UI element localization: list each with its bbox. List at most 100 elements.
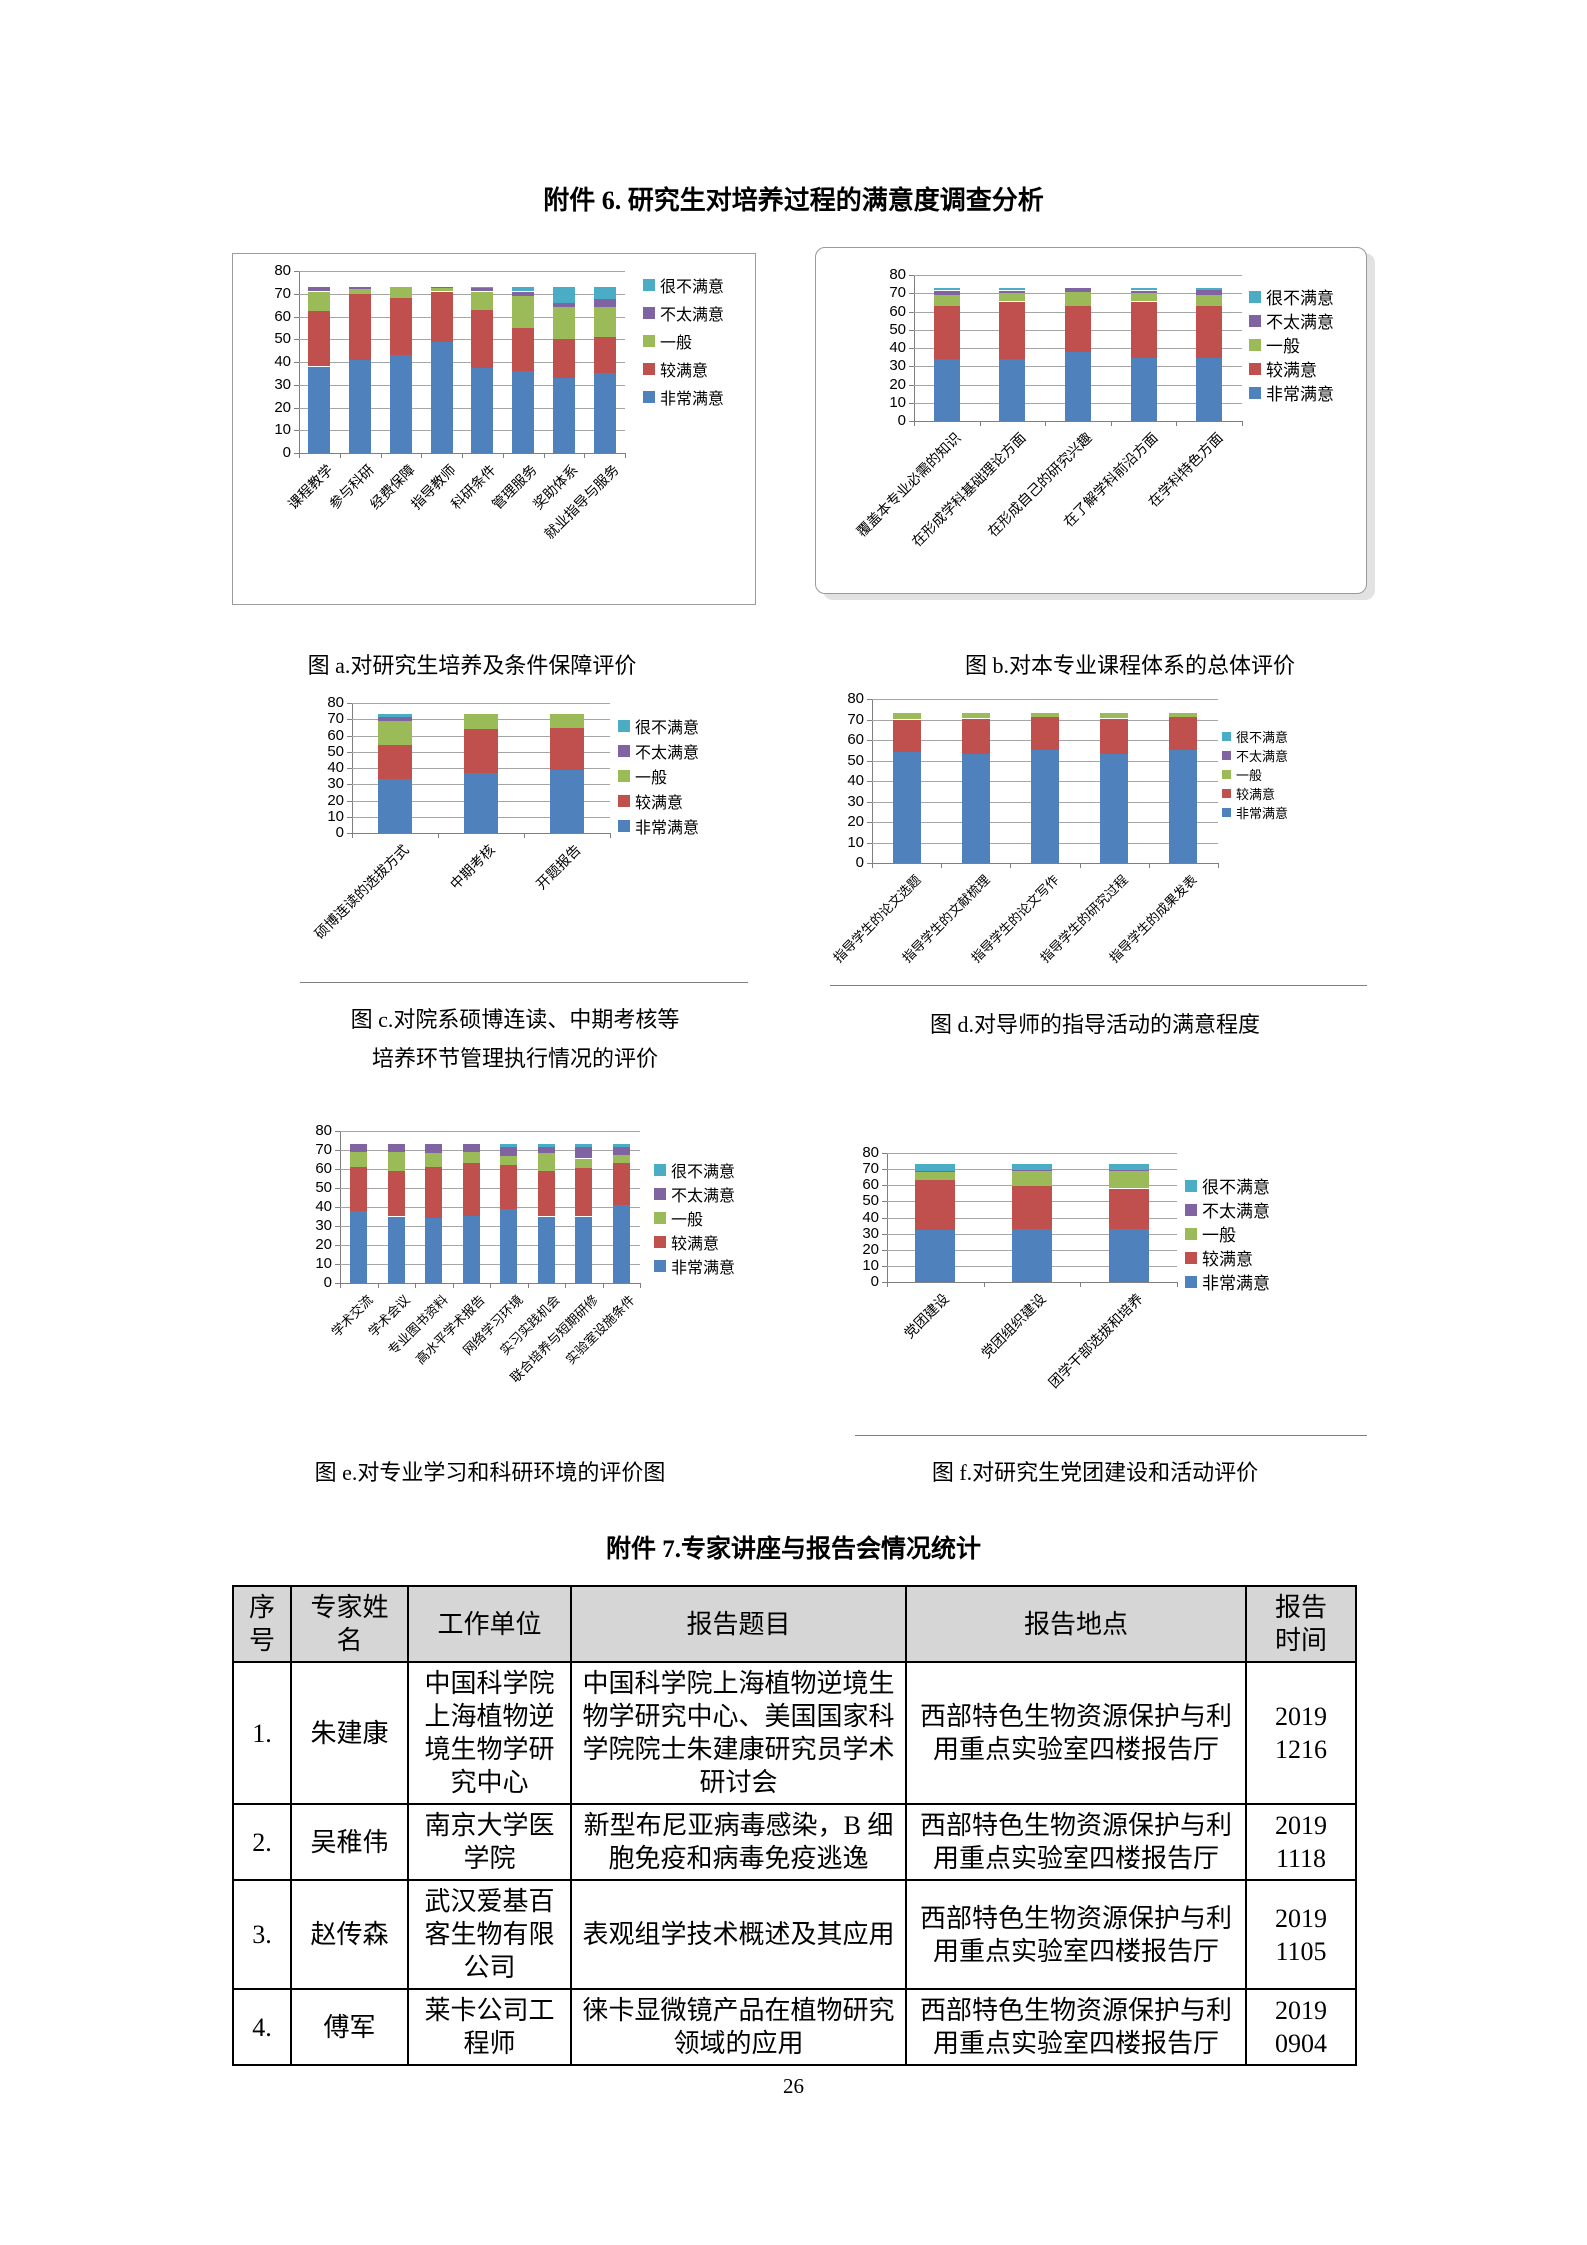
bar-segment xyxy=(892,713,921,720)
legend-item: 一般 xyxy=(1185,1221,1236,1246)
x-axis-tick xyxy=(1177,1282,1178,1287)
y-axis-tick xyxy=(867,760,872,762)
legend-item: 不太满意 xyxy=(1222,746,1288,765)
legend-item: 较满意 xyxy=(643,357,708,381)
y-axis-tick-label: 30 xyxy=(847,792,864,810)
legend-item: 一般 xyxy=(1222,765,1262,784)
bar-segment xyxy=(1100,713,1129,719)
table-cell-name: 朱建康 xyxy=(290,1661,409,1806)
y-axis-tick-label: 60 xyxy=(862,1176,879,1194)
x-axis-tick xyxy=(640,1283,641,1288)
y-axis-tick-label: 10 xyxy=(274,421,291,439)
legend-swatch xyxy=(1222,808,1231,817)
caption-chart-a: 图 a.对研究生培养及条件保障评价 xyxy=(307,653,637,678)
bar-segment xyxy=(933,290,960,296)
bar-segment xyxy=(464,772,498,833)
bar-segment xyxy=(593,286,616,300)
x-axis-category-text: 经费保障 xyxy=(366,461,418,513)
bar-segment xyxy=(1100,718,1129,755)
appendix7-title: 附件 7.专家讲座与报告会情况统计 xyxy=(605,1536,981,1563)
legend-swatch xyxy=(643,279,655,291)
y-axis-tick-label: 10 xyxy=(327,807,344,825)
bar-segment xyxy=(425,1218,443,1283)
y-axis-tick xyxy=(294,293,299,295)
bar-segment xyxy=(512,296,535,328)
y-axis-tick-label: 50 xyxy=(327,742,344,760)
bar-segment xyxy=(512,371,535,453)
legend-swatch xyxy=(1249,314,1261,327)
x-axis-category-text: 参与科研 xyxy=(325,461,377,513)
x-axis-category-text: 团学干部选拔和培养 xyxy=(1045,1290,1146,1391)
legend-item: 很不满意 xyxy=(618,714,699,738)
bar-segment xyxy=(1196,287,1223,290)
bar-segment xyxy=(1012,1228,1052,1282)
x-axis-tick xyxy=(421,453,423,458)
caption-chart-b: 图 b.对本专业课程体系的总体评价 xyxy=(964,653,1295,678)
gridline xyxy=(340,1226,640,1227)
bar-segment xyxy=(378,714,412,717)
table-cell-name: 赵传森 xyxy=(290,1879,409,1991)
y-axis-tick-label: 80 xyxy=(847,690,864,707)
x-axis-tick xyxy=(380,453,382,458)
y-axis-tick-label: 10 xyxy=(315,1255,332,1272)
bar-segment xyxy=(308,286,331,292)
bar-segment xyxy=(387,1216,405,1283)
legend-swatch xyxy=(1185,1251,1197,1264)
y-axis-tick xyxy=(882,1249,887,1251)
x-axis-tick xyxy=(462,453,463,458)
gridline xyxy=(340,1131,640,1132)
legend-item: 不太满意 xyxy=(1185,1197,1270,1222)
x-axis-tick xyxy=(452,1283,454,1288)
legend-item: 非常满意 xyxy=(1185,1269,1270,1294)
expert-lectures-table: 序号 专家姓名 工作单位 报告题目 报告地点 报告时间 1. 朱建康 中国科学院上海植物逆境生物… xyxy=(232,1584,1357,2067)
y-axis-tick-label: 0 xyxy=(335,824,344,841)
bar-segment xyxy=(961,713,990,719)
bar-segment xyxy=(892,719,921,753)
bar-segment xyxy=(350,1167,368,1211)
bar-segment xyxy=(349,293,372,360)
y-axis-tick-label: 60 xyxy=(315,1160,332,1177)
legend-swatch xyxy=(618,820,630,832)
bar-segment xyxy=(389,286,412,299)
legend-swatch xyxy=(654,1188,666,1200)
y-axis-tick-label: 20 xyxy=(315,1236,332,1253)
gridline xyxy=(340,1245,640,1246)
y-axis-tick xyxy=(909,366,914,368)
table-cell-time: 2019 1216 xyxy=(1245,1661,1357,1806)
bar-segment xyxy=(1108,1188,1149,1229)
x-axis-tick xyxy=(1110,421,1112,426)
y-axis-tick-label: 60 xyxy=(847,731,864,748)
legend-item: 很不满意 xyxy=(643,273,724,297)
caption-chart-c: 图 c.对院系硕博连读、中期考核等 培养环节管理执行情况的评价 xyxy=(350,1007,680,1071)
bar-segment xyxy=(552,377,575,453)
y-axis-tick-label: 40 xyxy=(327,759,344,776)
bar-segment xyxy=(512,286,535,292)
x-axis-category-text: 课程教学 xyxy=(285,461,337,513)
legend-item: 不太满意 xyxy=(1249,308,1334,333)
y-axis-tick xyxy=(867,719,872,721)
y-axis-tick xyxy=(347,784,352,786)
y-axis-tick xyxy=(909,348,914,349)
legend-item: 较满意 xyxy=(1185,1245,1253,1270)
legend-swatch xyxy=(618,745,630,757)
bar-segment xyxy=(1130,293,1157,302)
table-header-time: 报告时间 xyxy=(1245,1584,1357,1664)
legend-swatch xyxy=(1222,789,1231,798)
bar-segment xyxy=(1031,713,1059,718)
gridline xyxy=(299,362,625,363)
chart-d-stacked-bar: 0 10 20 30 40 50 60 70 80 指导学生的论文选题 指导学生的文献梳理 指导学生的… xyxy=(830,678,1367,986)
y-axis-tick-label: 70 xyxy=(847,710,864,728)
table-cell-name: 傅军 xyxy=(290,1988,409,2067)
bar-segment xyxy=(1108,1164,1149,1170)
bar-segment xyxy=(1130,358,1157,421)
bar-segment xyxy=(612,1144,630,1148)
y-axis-tick xyxy=(294,384,299,386)
y-axis-tick xyxy=(347,816,352,818)
gridline xyxy=(914,275,1242,276)
y-axis-tick xyxy=(335,1207,340,1208)
table-cell-org: 南京大学医学院 xyxy=(407,1803,572,1882)
bar-segment xyxy=(462,1144,480,1152)
legend-item: 不太满意 xyxy=(643,301,724,325)
table-cell-time: 2019 0904 xyxy=(1245,1988,1357,2067)
x-axis-tick xyxy=(941,863,943,868)
